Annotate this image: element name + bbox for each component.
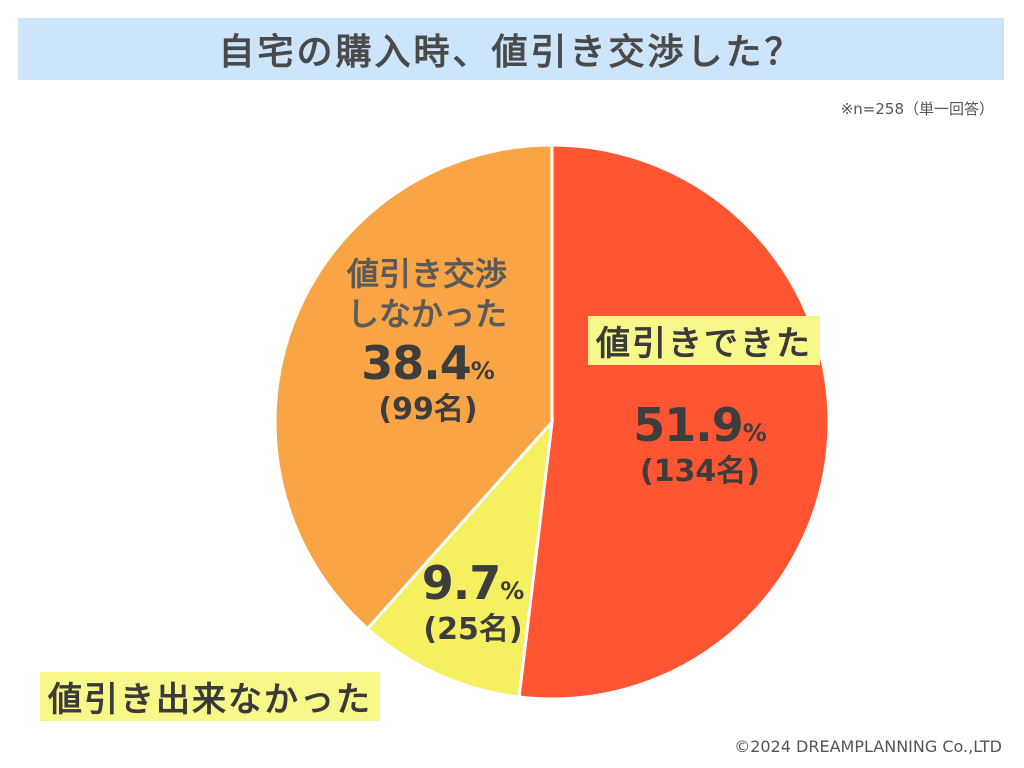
copyright: ©2024 DREAMPLANNING Co.,LTD bbox=[734, 737, 1002, 756]
slice-label-failed: 値引き出来なかった bbox=[40, 672, 380, 721]
slice-achieved bbox=[517, 143, 831, 701]
slice-failed bbox=[365, 417, 555, 699]
value-label-failed: 9.7% (25名) bbox=[408, 556, 538, 648]
percent-achieved: 51.9 bbox=[633, 398, 743, 452]
count-achieved: (134名) bbox=[639, 454, 761, 489]
category-label-not-negotiated-line2: しなかった bbox=[346, 295, 507, 333]
percent-unit-not-negotiated: % bbox=[470, 357, 495, 385]
category-label-not-negotiated-line1: 値引き交渉 bbox=[346, 255, 507, 293]
value-label-not-negotiated: 38.4% (99名) bbox=[348, 336, 508, 428]
percent-not-negotiated: 38.4 bbox=[361, 336, 471, 390]
slice-label-achieved: 値引きできた bbox=[588, 316, 820, 365]
sample-note: ※n=258（単一回答） bbox=[840, 100, 994, 118]
chart-title: 自宅の購入時、値引き交渉した？ bbox=[218, 32, 804, 73]
count-failed: (25名) bbox=[423, 612, 523, 647]
slice-not-negotiated bbox=[273, 143, 554, 631]
percent-failed: 9.7 bbox=[421, 556, 501, 610]
title-banner: 自宅の購入時、値引き交渉した？ bbox=[18, 18, 1004, 80]
value-label-achieved: 51.9% (134名) bbox=[620, 398, 780, 490]
slice-label-not-negotiated: 値引き交渉 しなかった bbox=[322, 254, 532, 334]
category-label-failed: 値引き出来なかった bbox=[40, 672, 380, 721]
count-not-negotiated: (99名) bbox=[378, 392, 478, 427]
percent-unit-failed: % bbox=[500, 577, 525, 605]
percent-unit-achieved: % bbox=[742, 419, 767, 447]
category-label-achieved: 値引きできた bbox=[588, 316, 820, 365]
